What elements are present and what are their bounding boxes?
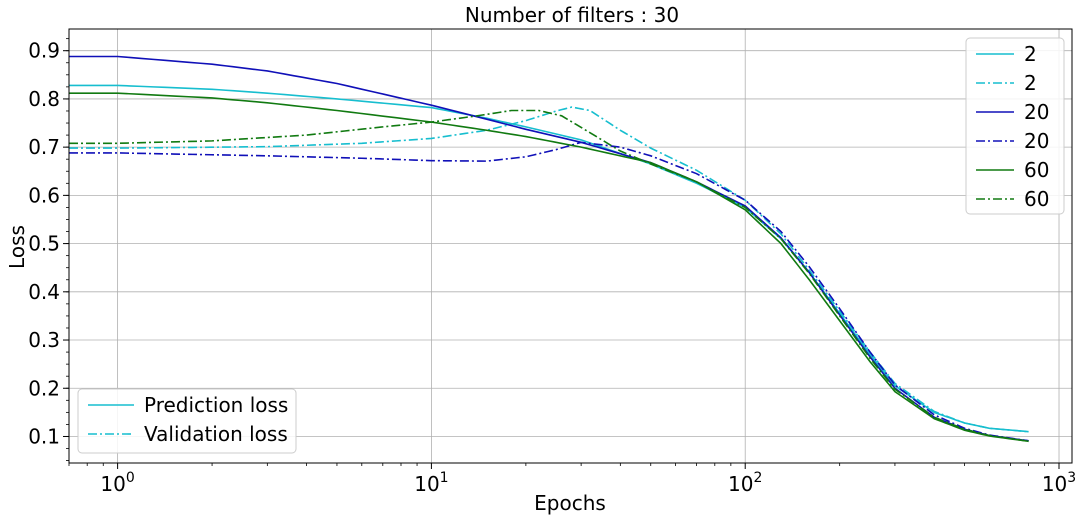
series-layer: [69, 55, 1029, 443]
series-line-2-dashdot: [69, 106, 1029, 433]
x-tick-base: 10: [414, 472, 439, 496]
y-tick-label: 0.7: [28, 135, 60, 159]
x-tick-label: 101: [414, 470, 448, 496]
y-tick-label: 0.3: [28, 328, 60, 352]
x-tick-exponent: 3: [1067, 470, 1076, 486]
y-tick-label: 0.5: [28, 232, 60, 256]
x-tick-label: 102: [728, 470, 762, 496]
x-tick-exponent: 2: [753, 470, 762, 486]
x-tick-base: 10: [728, 472, 753, 496]
x-tick-label: 103: [1042, 470, 1076, 496]
legend-label: 20: [1024, 100, 1049, 124]
series-line-60-dashdot: [69, 109, 1029, 443]
legend-label: Validation loss: [144, 422, 288, 446]
legend-label: 20: [1024, 129, 1049, 153]
y-axis-title: Loss: [5, 225, 29, 269]
y-tick-label: 0.6: [28, 183, 60, 207]
y-axis-ticks: 0.1 0.2 0.3 0.4 0.5 0.6 0.7 0.8 0.9: [28, 39, 69, 448]
legend-label: 2: [1024, 42, 1037, 66]
legend-label: 2: [1024, 71, 1037, 95]
x-tick-label: 100: [100, 470, 134, 496]
legend-label: 60: [1024, 187, 1049, 211]
y-tick-label: 0.8: [28, 87, 60, 111]
y-tick-label: 0.2: [28, 376, 60, 400]
x-tick-base: 10: [1042, 472, 1067, 496]
series-line-2-solid: [69, 84, 1029, 433]
x-tick-exponent: 1: [440, 470, 449, 486]
y-tick-label: 0.4: [28, 280, 60, 304]
x-tick-base: 10: [100, 472, 125, 496]
legend-types: Prediction loss Validation loss: [77, 388, 297, 454]
x-tick-exponent: 0: [126, 470, 135, 486]
x-axis-ticks: 100 101 102 103: [100, 463, 1076, 496]
grid: [69, 29, 1072, 463]
x-axis-title: Epochs: [534, 491, 606, 515]
series-line-20-dashdot: [69, 141, 1029, 442]
chart-title: Number of filters : 30: [465, 3, 679, 27]
legend-label: 60: [1024, 158, 1049, 182]
legend-series: 2 2 20 20 60 60: [965, 37, 1065, 215]
plot-frame: [68, 28, 1073, 464]
series-line-60-solid: [69, 92, 1029, 443]
legend-label: Prediction loss: [144, 393, 288, 417]
y-tick-label: 0.9: [28, 39, 60, 63]
y-tick-label: 0.1: [28, 424, 60, 448]
